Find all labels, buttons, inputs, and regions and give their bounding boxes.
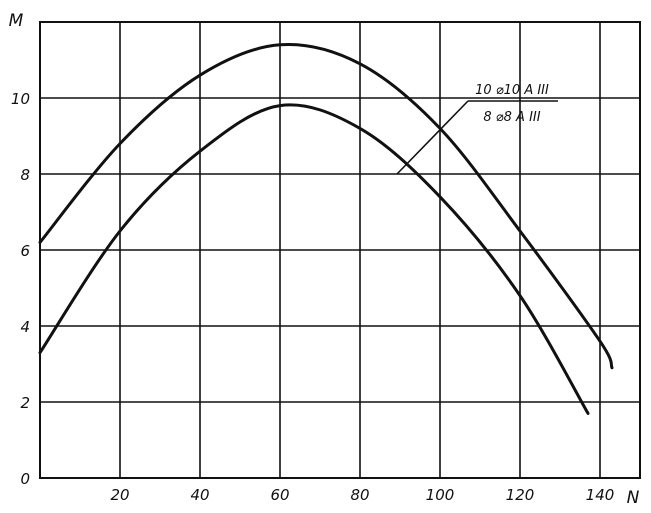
grid (39, 21, 641, 479)
y-tick-label-8: 8 (20, 166, 30, 184)
x-tick-label-80: 80 (350, 486, 369, 504)
x-tick-label-120: 120 (506, 486, 535, 504)
legend-entry-2: 8 ⌀8 A III (483, 110, 540, 125)
y-tick-label-6: 6 (20, 242, 30, 260)
series-line-1 (38, 42, 614, 370)
x-tick-label-20: 20 (110, 486, 129, 504)
x-tick-label-140: 140 (586, 486, 615, 504)
x-tick-label-60: 60 (270, 486, 289, 504)
y-tick-label-4: 4 (20, 318, 30, 336)
y-tick-label-2: 2 (20, 394, 30, 412)
y-axis-label: M (9, 11, 24, 31)
legend: 10 ⌀10 A III 8 ⌀8 A III (396, 83, 558, 175)
series-line-2 (38, 103, 590, 415)
y-tick-label-10: 10 (11, 90, 30, 108)
x-axis-label: N (627, 488, 640, 508)
y-tick-label-0: 0 (20, 470, 30, 488)
legend-entry-1: 10 ⌀10 A III (475, 83, 549, 98)
x-tick-label-40: 40 (190, 486, 209, 504)
legend-leader-line (396, 100, 469, 175)
x-tick-label-100: 100 (426, 486, 455, 504)
tick-labels: 20 40 60 80 100 120 140 0 2 4 6 8 10 (11, 90, 614, 504)
series-group (38, 42, 614, 415)
